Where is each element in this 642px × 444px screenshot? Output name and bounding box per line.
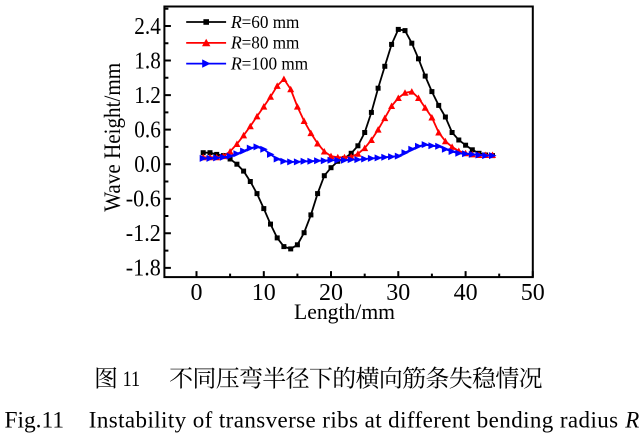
svg-text:11: 11 [123,366,141,391]
svg-text:R: R [230,33,242,53]
svg-text:=100 mm: =100 mm [242,53,309,73]
svg-text:=80 mm: =80 mm [242,33,300,53]
svg-text:R: R [624,408,639,433]
svg-text:30: 30 [386,280,410,306]
svg-text:0.0: 0.0 [134,152,161,178]
svg-text:50: 50 [521,280,545,306]
svg-text:10: 10 [252,280,276,306]
svg-text:Length/mm: Length/mm [294,299,395,324]
svg-text:R: R [230,12,242,32]
svg-text:0.6: 0.6 [134,117,161,143]
svg-text:R: R [230,53,242,73]
svg-text:-1.8: -1.8 [126,256,161,282]
svg-text:Instability of transverse ribs: Instability of transverse ribs at differ… [89,408,618,433]
svg-text:20: 20 [319,280,343,306]
svg-text:0: 0 [191,280,203,306]
svg-text:-1.2: -1.2 [126,221,161,247]
svg-text:Wave Height/mm: Wave Height/mm [100,63,125,212]
svg-text:-0.6: -0.6 [126,187,161,213]
svg-text:2.4: 2.4 [134,14,161,40]
svg-text:Fig.11: Fig.11 [5,408,65,433]
svg-text:1.2: 1.2 [134,83,161,109]
svg-text:=60 mm: =60 mm [242,12,300,32]
svg-text:1.8: 1.8 [134,48,161,74]
svg-text:40: 40 [454,280,478,306]
